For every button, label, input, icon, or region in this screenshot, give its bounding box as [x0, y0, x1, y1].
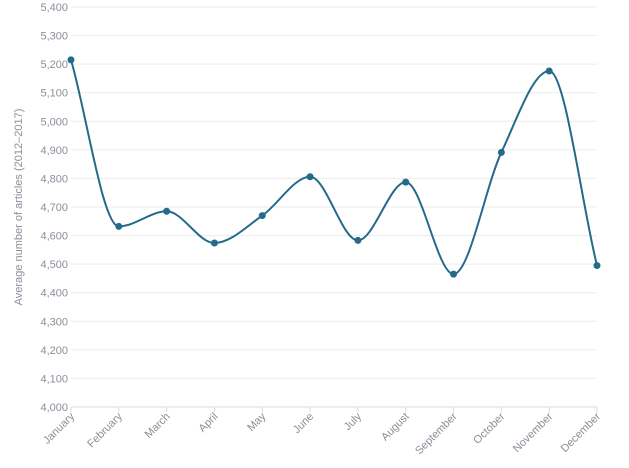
y-tick-label: 5,300 — [40, 31, 68, 43]
x-tick-label: December — [559, 410, 604, 455]
data-point-march[interactable] — [163, 207, 171, 215]
data-point-february[interactable] — [115, 222, 123, 230]
data-point-september[interactable] — [450, 270, 458, 278]
data-point-november[interactable] — [545, 67, 553, 75]
data-point-june[interactable] — [306, 173, 314, 181]
data-point-may[interactable] — [258, 212, 266, 220]
y-tick-label: 4,100 — [40, 373, 68, 385]
data-point-december[interactable] — [593, 262, 601, 270]
x-tick-label: August — [379, 411, 412, 444]
data-point-april[interactable] — [210, 239, 218, 247]
x-tick-label: September — [413, 410, 460, 457]
series-line — [70, 59, 598, 276]
y-tick-label: 4,200 — [40, 345, 68, 357]
y-tick-label: 4,600 — [40, 231, 68, 243]
x-tick-label: March — [143, 411, 173, 441]
data-point-january[interactable] — [67, 56, 75, 64]
x-tick-label: May — [245, 410, 269, 434]
grid — [71, 6, 597, 408]
y-tick-label: 4,400 — [40, 288, 68, 300]
y-axis-ticks: 4,000 4,100 4,200 4,300 4,400 4,500 4,600 4,700… — [40, 2, 68, 414]
data-point-october[interactable] — [497, 148, 505, 156]
y-tick-label: 4,000 — [40, 402, 68, 414]
x-tick-label: June — [291, 411, 316, 436]
x-tick-label: July — [342, 410, 365, 433]
y-tick-label: 4,800 — [40, 173, 68, 185]
x-tick-label: February — [85, 410, 125, 450]
data-point-july[interactable] — [354, 236, 362, 244]
x-tick-label: October — [471, 410, 507, 446]
x-tick-label: April — [197, 411, 221, 435]
y-axis-title: Average number of articles (2012–2017) — [13, 109, 25, 306]
y-tick-label: 4,700 — [40, 202, 68, 214]
y-tick-label: 5,200 — [40, 59, 68, 71]
y-tick-label: 4,300 — [40, 316, 68, 328]
y-tick-label: 4,900 — [40, 145, 68, 157]
x-axis-ticks: January February March April May June July Augu… — [41, 407, 603, 457]
y-tick-label: 5,100 — [40, 88, 68, 100]
x-tick-label: January — [41, 410, 78, 447]
x-tick-label: November — [511, 410, 556, 455]
data-points — [67, 56, 601, 278]
y-tick-label: 5,000 — [40, 116, 68, 128]
y-tick-label: 5,400 — [40, 2, 68, 14]
y-tick-label: 4,500 — [40, 259, 68, 271]
data-point-august[interactable] — [402, 178, 410, 186]
